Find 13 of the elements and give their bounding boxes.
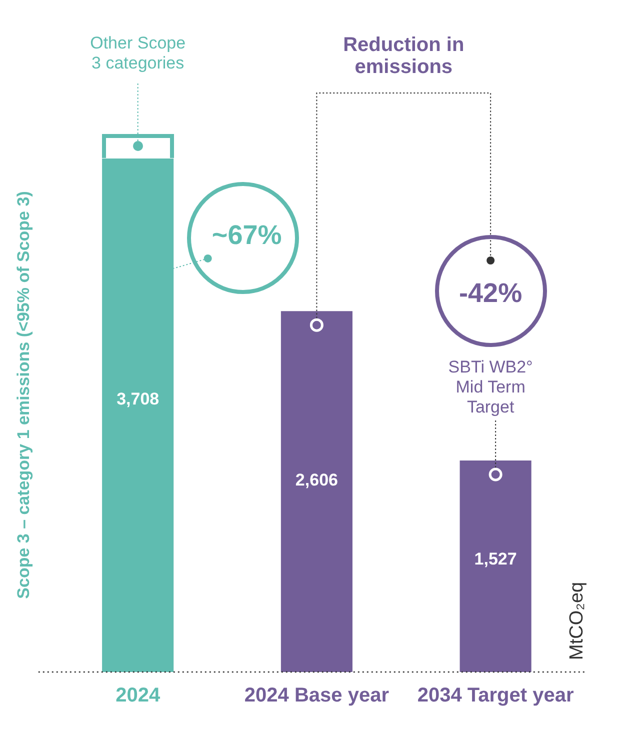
annotation: MtCO₂eq — [566, 582, 588, 660]
annotation: ~67% — [212, 220, 282, 250]
text: Reduction in emissions — [343, 34, 464, 78]
x-tick-label: 2024 Base year — [244, 684, 390, 707]
y-axis-title: Scope 3 – category 1 emissions (<95% of Scope 3) — [14, 191, 33, 599]
annotation: -42% — [459, 278, 522, 308]
x-tick-label: 2034 Target year — [417, 684, 574, 707]
data-label: 3,708 — [116, 390, 160, 408]
data-label: 1,527 — [474, 550, 517, 569]
data-label: 2,606 — [295, 470, 338, 490]
x-tick-label: 2024 — [116, 684, 161, 707]
text: Other Scope 3 categories — [90, 33, 186, 72]
annotation: SBTi WB2° Mid Term Target — [448, 358, 533, 417]
